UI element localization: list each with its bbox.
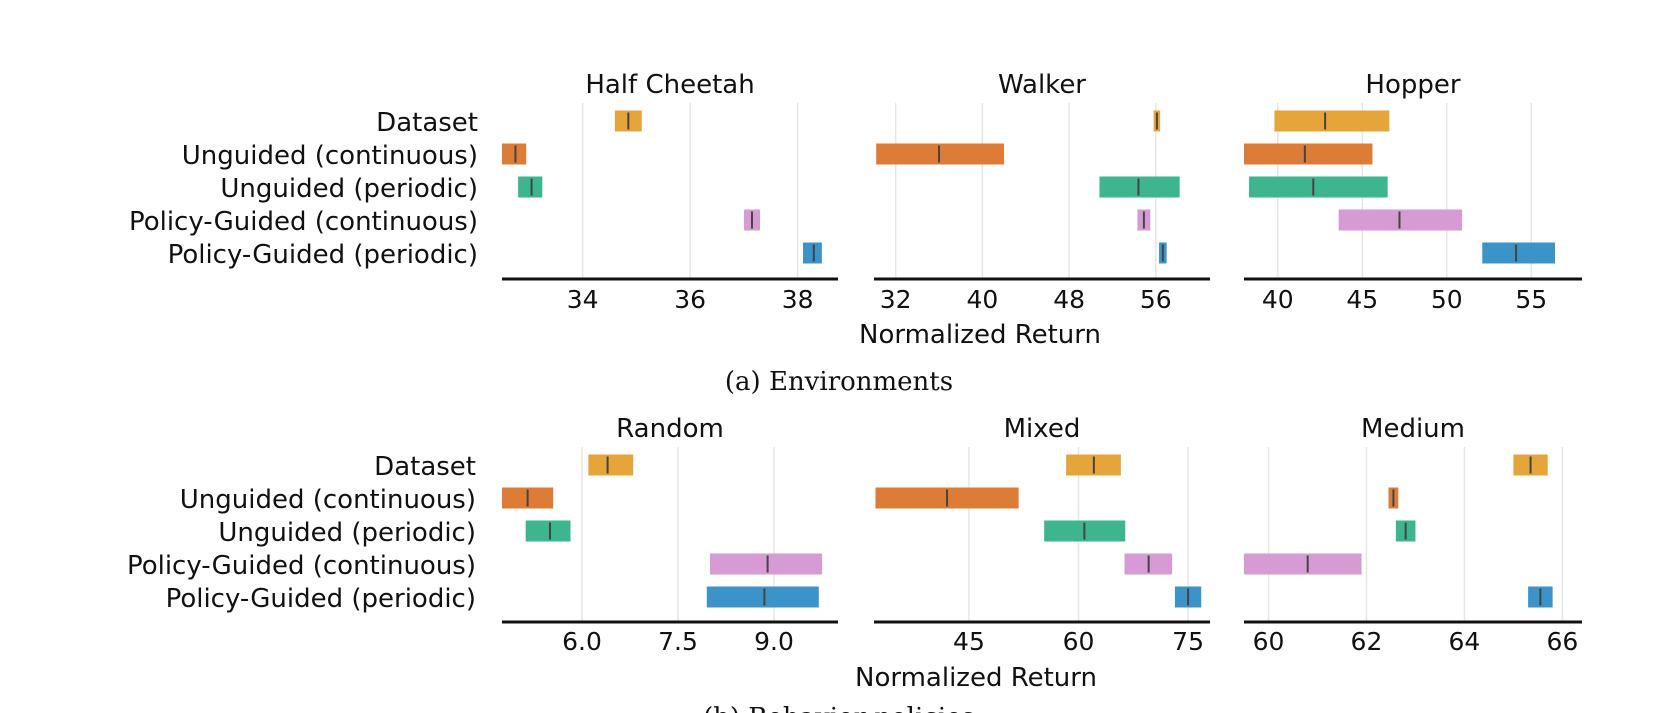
tick-label: 32: [880, 285, 912, 314]
method-label: Policy-Guided (periodic): [168, 240, 478, 270]
method-labels-a: Dataset Unguided (continuous) Unguided (…: [129, 108, 478, 270]
tick-label: 7.5: [658, 627, 698, 656]
range-bar: [1099, 176, 1180, 198]
tick-label: 34: [567, 285, 599, 314]
tick-label: 66: [1546, 627, 1578, 656]
panel-medium: Medium 60 62 64 66: [1244, 414, 1582, 656]
tick-label: 45: [1346, 285, 1378, 314]
tick-label: 9.0: [754, 627, 794, 656]
tick-label: 38: [782, 285, 814, 314]
range-bar: [706, 586, 819, 608]
range-bar: [1244, 553, 1362, 575]
range-bar: [1274, 110, 1390, 132]
chart-panels: Half Cheetah 34 36 38 Walker 32 40 48 56 Hopper 40…: [502, 70, 1582, 656]
panel-title: Walker: [998, 70, 1086, 100]
method-label: Dataset: [376, 108, 478, 138]
tick-label: 60: [1063, 627, 1095, 656]
panel-walker: Walker 32 40 48 56: [874, 70, 1210, 314]
method-label: Dataset: [374, 452, 476, 482]
range-bar: [1249, 176, 1388, 198]
range-bar: [710, 553, 822, 575]
x-axis-label-a: Normalized Return: [859, 320, 1101, 350]
panel-title: Half Cheetah: [585, 70, 754, 100]
range-bar: [1244, 143, 1373, 165]
panel-hopper: Hopper 40 45 50 55: [1244, 70, 1582, 314]
range-bar: [588, 454, 634, 476]
tick-label: 48: [1053, 285, 1085, 314]
method-label: Unguided (periodic): [218, 518, 476, 548]
panel-title: Hopper: [1365, 70, 1460, 100]
method-labels-b: Dataset Unguided (continuous) Unguided (…: [127, 452, 476, 614]
range-bar: [518, 176, 543, 198]
tick-label: 60: [1253, 627, 1285, 656]
method-label: Policy-Guided (periodic): [166, 584, 476, 614]
panel-title: Random: [616, 414, 724, 444]
range-bar: [502, 143, 527, 165]
panel-half-cheetah: Half Cheetah 34 36 38: [502, 70, 838, 314]
panel-random: Random 6.0 7.5 9.0: [502, 414, 838, 656]
range-bar: [1482, 242, 1555, 264]
panel-mixed: Mixed 45 60 75: [874, 414, 1210, 656]
panel-title: Mixed: [1004, 414, 1081, 444]
tick-label: 50: [1431, 285, 1463, 314]
range-bar: [803, 242, 822, 264]
tick-label: 40: [966, 285, 998, 314]
panel-title: Medium: [1361, 414, 1465, 444]
range-bar: [525, 520, 571, 542]
tick-label: 75: [1172, 627, 1204, 656]
method-label: Policy-Guided (continuous): [129, 207, 478, 237]
method-label: Unguided (periodic): [220, 174, 478, 204]
tick-label: 45: [953, 627, 985, 656]
tick-label: 62: [1351, 627, 1383, 656]
tick-label: 6.0: [562, 627, 602, 656]
tick-label: 55: [1515, 285, 1547, 314]
method-label: Unguided (continuous): [182, 141, 478, 171]
method-label: Unguided (continuous): [180, 485, 476, 515]
tick-label: 40: [1262, 285, 1294, 314]
x-axis-label-b: Normalized Return: [855, 663, 1097, 693]
method-label: Policy-Guided (continuous): [127, 551, 476, 581]
caption-a: (a) Environments: [725, 367, 953, 397]
tick-label: 36: [674, 285, 706, 314]
caption-b: (b) Behavior policies: [703, 703, 975, 713]
range-bar: [876, 143, 1005, 165]
tick-label: 64: [1449, 627, 1481, 656]
tick-label: 56: [1140, 285, 1172, 314]
